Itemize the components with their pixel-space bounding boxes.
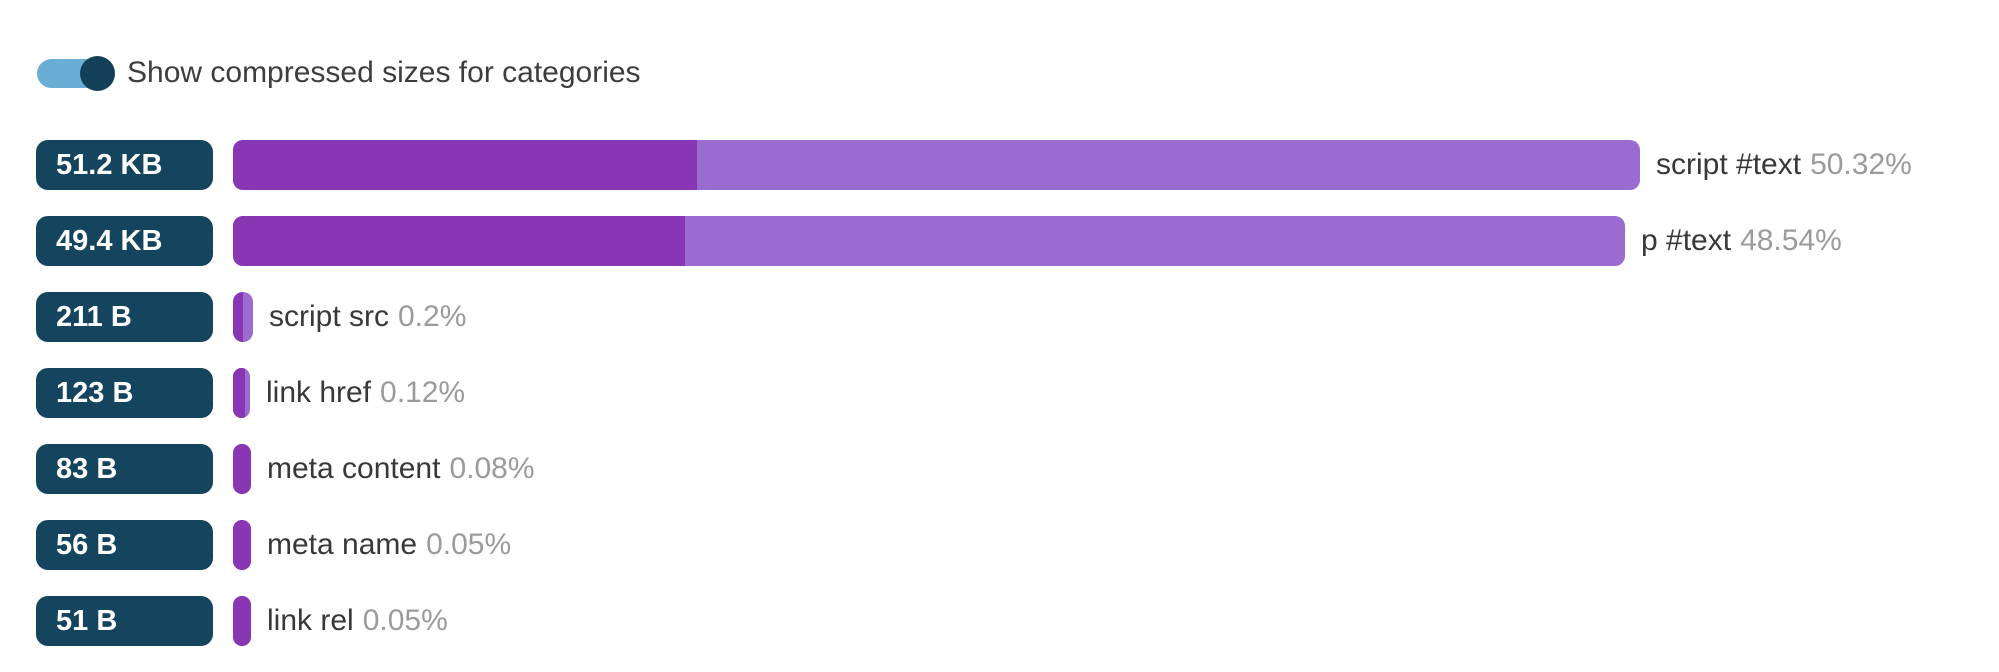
- category-name: script #text: [1656, 148, 1802, 181]
- compressed-segment: [233, 368, 245, 418]
- category-bar: [233, 292, 253, 342]
- table-row: 51.2 KB script #text 50.32%: [0, 140, 1999, 190]
- category-percent: 0.05%: [426, 528, 512, 561]
- bar-label: meta name 0.05%: [267, 528, 511, 562]
- category-name: p #text: [1641, 224, 1732, 257]
- compressed-segment: [233, 292, 243, 342]
- bar-label: p #text 48.54%: [1641, 224, 1842, 258]
- category-bar: [233, 444, 251, 494]
- table-row: 211 B script src 0.2%: [0, 292, 1999, 342]
- bar-label: script #text 50.32%: [1656, 148, 1912, 182]
- bar-label: link rel 0.05%: [267, 604, 448, 638]
- toggle-label: Show compressed sizes for categories: [127, 56, 641, 89]
- category-name: link href: [266, 376, 372, 409]
- category-name: link rel: [267, 604, 354, 637]
- table-row: 51 B link rel 0.05%: [0, 596, 1999, 646]
- category-percent: 0.2%: [398, 300, 467, 333]
- category-name: meta content: [267, 452, 441, 485]
- compressed-segment: [233, 140, 698, 190]
- bar-label: link href 0.12%: [266, 376, 465, 410]
- compressed-segment: [233, 444, 251, 494]
- compressed-sizes-toggle[interactable]: [37, 55, 115, 91]
- category-bar: [233, 520, 251, 570]
- size-badge: 51 B: [36, 596, 213, 646]
- category-bar: [233, 216, 1625, 266]
- category-percent: 48.54%: [1740, 224, 1842, 257]
- compressed-segment: [233, 520, 251, 570]
- compressed-sizes-toggle-row: Show compressed sizes for categories: [37, 55, 641, 91]
- table-row: 123 B link href 0.12%: [0, 368, 1999, 418]
- table-row: 83 B meta content 0.08%: [0, 444, 1999, 494]
- table-row: 49.4 KB p #text 48.54%: [0, 216, 1999, 266]
- size-badge: 51.2 KB: [36, 140, 213, 190]
- table-row: 56 B meta name 0.05%: [0, 520, 1999, 570]
- category-size-chart: 51.2 KB script #text 50.32% 49.4 KB p #te…: [0, 140, 1999, 672]
- category-bar: [233, 140, 1640, 190]
- category-percent: 0.05%: [362, 604, 448, 637]
- category-bar: [233, 596, 251, 646]
- size-badge: 123 B: [36, 368, 213, 418]
- bar-label: script src 0.2%: [269, 300, 466, 334]
- size-badge: 211 B: [36, 292, 213, 342]
- category-name: meta name: [267, 528, 418, 561]
- category-percent: 50.32%: [1810, 148, 1912, 181]
- category-percent: 0.12%: [380, 376, 466, 409]
- category-percent: 0.08%: [449, 452, 535, 485]
- category-name: script src: [269, 300, 389, 333]
- size-badge: 83 B: [36, 444, 213, 494]
- size-badge: 49.4 KB: [36, 216, 213, 266]
- category-bar: [233, 368, 250, 418]
- bar-label: meta content 0.08%: [267, 452, 535, 486]
- compressed-segment: [233, 216, 686, 266]
- size-badge: 56 B: [36, 520, 213, 570]
- toggle-thumb-icon: [80, 55, 115, 91]
- compressed-segment: [233, 596, 251, 646]
